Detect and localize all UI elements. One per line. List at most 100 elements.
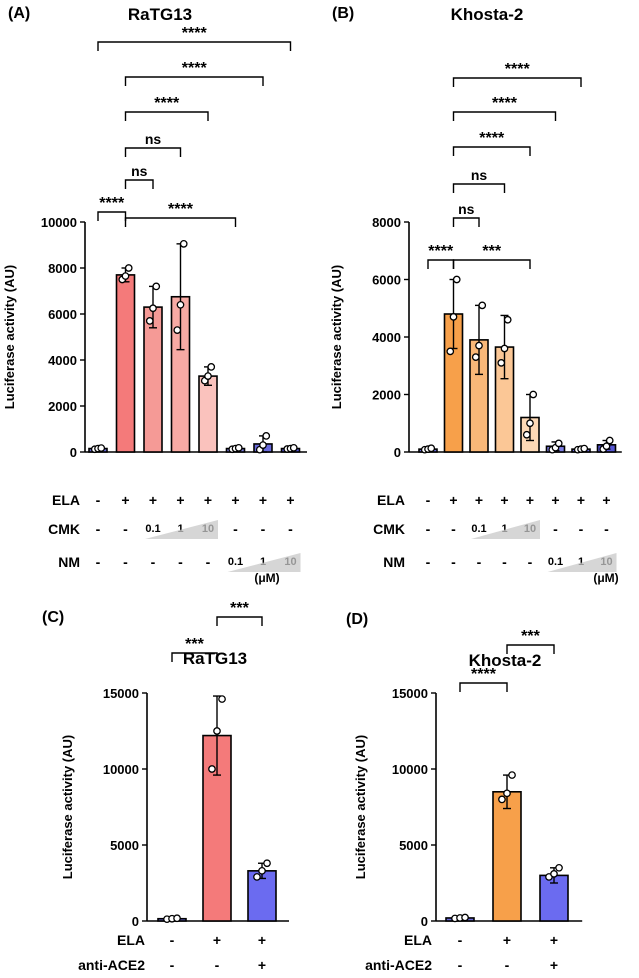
panel-1-data-point <box>176 300 185 309</box>
panel-2-treatment-value: 0.1 <box>548 556 563 568</box>
panel-2-data-point <box>529 390 538 399</box>
panel-2-treatment-value: - <box>451 554 456 570</box>
panel-2-dose-wedge <box>547 553 617 572</box>
panel-1-unit-note: (μM) <box>254 571 279 585</box>
panel-2-treatment-value: - <box>502 554 507 570</box>
panel-3-letter: (C) <box>42 609 64 626</box>
panel-3-y-tick-label: 10000 <box>103 762 139 777</box>
panel-1-treatment-value: + <box>231 492 239 508</box>
panel-1-significance-label: ns <box>145 131 162 147</box>
panel-1-significance-label: **** <box>168 201 194 218</box>
panel-3-significance-bracket <box>216 616 263 626</box>
panel-2-data-point <box>449 313 458 321</box>
panel-1-treatment-value: - <box>96 554 101 570</box>
panel-2-y-tick-label: 0 <box>394 445 401 460</box>
panel-1-data-point <box>179 240 188 248</box>
panel-4-treatment-value: - <box>458 957 463 973</box>
panel-4-treatment-name: anti-ACE2 <box>365 957 432 973</box>
panel-1-data-point <box>262 432 271 440</box>
panel-4-data-point <box>550 870 558 878</box>
panel-2-dose-wedge <box>471 520 540 539</box>
panel-2-treatment-value: + <box>500 492 508 508</box>
panel-4-letter: (D) <box>346 611 368 628</box>
panel-3-y-tick-label: 0 <box>132 914 139 929</box>
panel-1-treatment-value: - <box>123 554 128 570</box>
panel-3-data-point <box>173 914 181 923</box>
panel-2-significance-bracket <box>427 259 455 269</box>
panel-3-treatment-name: anti-ACE2 <box>78 957 145 973</box>
panel-2-y-tick-label: 4000 <box>372 330 401 345</box>
panel-1-significance-bracket <box>124 147 182 157</box>
panel-2-significance-bracket <box>452 77 582 87</box>
panel-2-significance-label: **** <box>492 95 518 112</box>
panel-4-y-tick-label: 15000 <box>392 686 428 701</box>
panel-4-significance-label: *** <box>521 628 540 645</box>
panel-2-treatment-value: - <box>426 521 431 537</box>
panel-3-treatment-value: + <box>213 932 221 948</box>
panel-1-significance-bracket <box>124 217 237 227</box>
panel-1-treatment-value: - <box>206 554 211 570</box>
panel-3-y-tick-label: 15000 <box>103 686 139 701</box>
panel-2-data-point <box>554 439 563 448</box>
panel-1-y-tick-label: 0 <box>70 445 77 460</box>
panel-3-significance-label: *** <box>185 636 204 653</box>
panel-2-treatment-value: 1 <box>501 523 507 535</box>
panel-1-y-tick-label: 8000 <box>48 261 77 276</box>
panel-1-significance-bracket <box>97 41 292 51</box>
panel-1-treatment-value: 0.1 <box>145 523 160 535</box>
panel-2-treatment-value: 1 <box>578 556 584 568</box>
panel-2-data-point <box>427 444 436 453</box>
panel-4-treatment-value: - <box>458 932 463 948</box>
panel-4-treatment-value: + <box>550 932 558 948</box>
panel-1-data-point <box>152 282 161 291</box>
panel-2-data-point <box>497 359 506 367</box>
panel-1-data-point <box>173 326 182 334</box>
panel-4-significance-bracket <box>506 644 555 654</box>
panel-1-treatment-value: - <box>261 521 266 537</box>
panel-2-treatment-value: + <box>475 492 483 508</box>
panel-4-significance-label: **** <box>471 666 497 683</box>
panel-1-significance-label: **** <box>182 25 208 42</box>
panel-1-treatment-value: - <box>123 521 128 537</box>
panel-2-significance-label: *** <box>482 243 501 260</box>
panel-1-data-point <box>145 317 154 325</box>
panel-1-data-point <box>207 363 216 371</box>
panel-2-significance-label: **** <box>428 243 454 260</box>
panel-1-treatment-value: - <box>288 521 293 537</box>
panel-2-significance-bracket <box>452 259 531 269</box>
panel-2-data-point <box>452 275 461 284</box>
panel-1-y-tick-label: 10000 <box>41 215 77 230</box>
panel-2-significance-bracket <box>452 111 557 121</box>
panel-1-significance-bracket <box>124 179 154 189</box>
panel-3-title: RaTG13 <box>183 649 247 668</box>
panel-2-treatment-name: NM <box>383 554 405 570</box>
panel-2-significance-label: **** <box>505 61 531 78</box>
panel-2-data-point <box>503 315 512 324</box>
panel-2-treatment-value: - <box>477 554 482 570</box>
panel-3-data-point <box>253 873 261 881</box>
panel-2-significance-bracket <box>452 183 506 193</box>
panel-1-significance-bracket <box>124 76 264 86</box>
panel-1-bar-3 <box>143 306 163 453</box>
panel-1-data-point <box>124 264 133 272</box>
panel-1-treatment-value: 1 <box>177 523 183 535</box>
panel-1-significance-label: **** <box>99 195 125 212</box>
panel-1-data-point <box>149 304 157 313</box>
panel-2-data-point <box>471 353 480 361</box>
panel-2-treatment-value: - <box>528 554 533 570</box>
panel-3-treatment-value: - <box>170 957 175 973</box>
panel-4-significance-bracket <box>459 682 508 692</box>
panel-1-treatment-value: + <box>204 492 212 508</box>
panel-1-data-point <box>259 441 267 449</box>
panel-2-y-tick-label: 8000 <box>372 215 401 230</box>
panel-4-data-point <box>508 771 516 779</box>
panel-1-significance-bracket <box>124 111 209 121</box>
panel-2-significance-bracket <box>452 146 531 156</box>
panel-3-data-point <box>258 866 266 875</box>
panel-2-treatment-value: + <box>449 492 457 508</box>
panel-2-significance-bracket <box>452 217 480 227</box>
panel-4-y-tick-label: 0 <box>421 914 428 929</box>
panel-1-treatment-value: + <box>286 492 294 508</box>
panel-3-data-point <box>218 695 226 703</box>
panel-3-treatment-value: - <box>215 957 220 973</box>
